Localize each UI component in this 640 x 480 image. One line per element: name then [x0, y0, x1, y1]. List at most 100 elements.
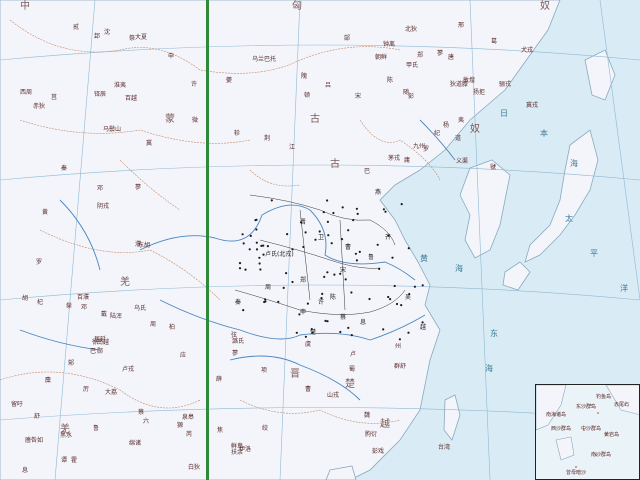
place-label: 卢戎 — [122, 366, 135, 373]
state-marker-dot — [244, 268, 247, 271]
state-marker-dot — [393, 284, 396, 288]
place-label: 髳 — [66, 303, 73, 310]
place-label: 蜀 — [349, 366, 356, 373]
place-label: 马鬃山 — [103, 126, 122, 133]
state-marker-dot — [262, 253, 265, 256]
label-region-1: 蒙 — [165, 114, 177, 125]
state-marker-dot — [378, 267, 381, 270]
state-marker-dot — [255, 228, 258, 231]
state-marker-dot — [299, 221, 303, 224]
label-central-18: 申 — [300, 309, 307, 316]
label-central-7: 曹 — [345, 244, 352, 251]
place-label: 潞氏 — [232, 338, 245, 345]
place-label: 铎辰 — [94, 91, 107, 98]
state-marker-dot — [407, 331, 410, 334]
place-label: 绵诸 — [129, 440, 142, 447]
label-taiwan: 台湾 — [438, 444, 451, 451]
label-region-8: 楚 — [345, 379, 357, 390]
label-sea-8: 洋 — [620, 284, 634, 293]
place-label: 莒 — [51, 94, 58, 101]
place-label: 甲氏 — [406, 62, 419, 69]
label-central-12: 秦 — [235, 299, 242, 306]
state-marker-dot — [291, 280, 294, 284]
state-borders — [234, 194, 406, 315]
state-marker-dot — [291, 248, 294, 251]
inset-label-8: 曾母暗沙 — [566, 470, 587, 476]
label-central-2: 周 — [265, 284, 272, 291]
place-label: 秦 — [61, 165, 68, 172]
state-marker-dot — [354, 252, 357, 255]
state-marker-dot — [248, 248, 251, 251]
place-label: 虞 — [305, 341, 312, 348]
label-central-8: 鲁 — [368, 254, 375, 261]
state-marker-dot — [327, 234, 330, 237]
state-marker-dot — [262, 244, 265, 247]
place-label: 州 — [395, 343, 402, 350]
state-marker-dot — [242, 309, 245, 312]
state-marker-dot — [320, 297, 323, 300]
south-china-sea-inset[interactable]: 钓鱼岛 赤尾屿 南海诸岛 东沙群岛 西沙群岛 中沙群岛 黄岩岛 曾母暗沙 南沙群… — [535, 384, 640, 480]
place-label: 杞 — [37, 299, 44, 306]
place-label: 杨 — [443, 122, 450, 129]
state-marker-dot — [347, 326, 350, 329]
place-label: 厉 — [83, 386, 90, 393]
state-marker-dot — [258, 262, 261, 265]
state-marker-dot — [322, 211, 325, 214]
state-marker-dot — [324, 319, 327, 322]
place-label: 扶余 — [231, 449, 244, 456]
place-label: 邓 — [97, 185, 104, 192]
place-label: 弦 — [231, 332, 238, 339]
place-label: 山戎 — [327, 392, 340, 399]
place-label: 顿 — [304, 92, 311, 99]
place-label: 鲜卑 — [231, 443, 244, 450]
place-label: 南越 — [97, 339, 110, 346]
inset-label-9: 南沙群岛 — [591, 452, 612, 458]
inset-label-6: 中沙群岛 — [581, 426, 602, 432]
label-central-15: 越 — [420, 324, 427, 331]
place-label: 卢 — [350, 351, 357, 358]
state-marker-dot — [355, 259, 358, 262]
state-marker-dot — [368, 297, 371, 301]
state-marker-dot — [395, 302, 399, 306]
state-marker-dot — [264, 300, 267, 303]
place-label: 廧咎如 — [25, 437, 44, 444]
label-central-17: 蔡 — [340, 314, 347, 321]
label-central-9: 齐 — [385, 234, 392, 241]
place-label: 邢 — [458, 22, 465, 29]
place-label: 郜 — [344, 35, 351, 42]
state-marker-dot — [350, 334, 353, 337]
place-label: 阴戎 — [97, 203, 110, 210]
place-label: 夔 — [226, 77, 233, 84]
place-label: 扬拒 — [473, 89, 486, 96]
place-label: 谭 — [61, 457, 68, 464]
place-label: 隗 — [301, 73, 308, 80]
label-central-5: 宋 — [340, 267, 347, 274]
place-label: 朝鲜 — [375, 54, 388, 61]
state-marker-dot — [326, 271, 329, 274]
place-label: 项 — [261, 367, 268, 374]
place-label: 曹 — [305, 386, 312, 393]
rivers — [19, 119, 456, 401]
inset-label-5: 西沙群岛 — [551, 426, 572, 432]
place-label: 白狄 — [188, 464, 201, 471]
place-label: 应 — [180, 352, 187, 359]
place-label: 戴 — [101, 311, 108, 318]
state-marker-dot — [400, 304, 403, 307]
label-central-10: 燕 — [375, 189, 382, 196]
book-seam — [206, 0, 209, 480]
label-region-7: 晋 — [290, 369, 302, 380]
hainan-island — [325, 465, 357, 480]
place-label: 罗 — [423, 146, 430, 153]
state-marker-dot — [376, 243, 379, 246]
state-marker-dot — [326, 320, 329, 323]
place-label: 巴 — [364, 168, 371, 175]
place-label: 赤狄 — [33, 103, 46, 110]
state-marker-dot — [407, 247, 410, 250]
state-markers — [238, 199, 424, 341]
place-label: 彭戏 — [372, 448, 385, 455]
state-marker-dot — [277, 300, 280, 303]
place-label: 吕 — [325, 82, 332, 89]
place-label: 周 — [150, 321, 157, 328]
